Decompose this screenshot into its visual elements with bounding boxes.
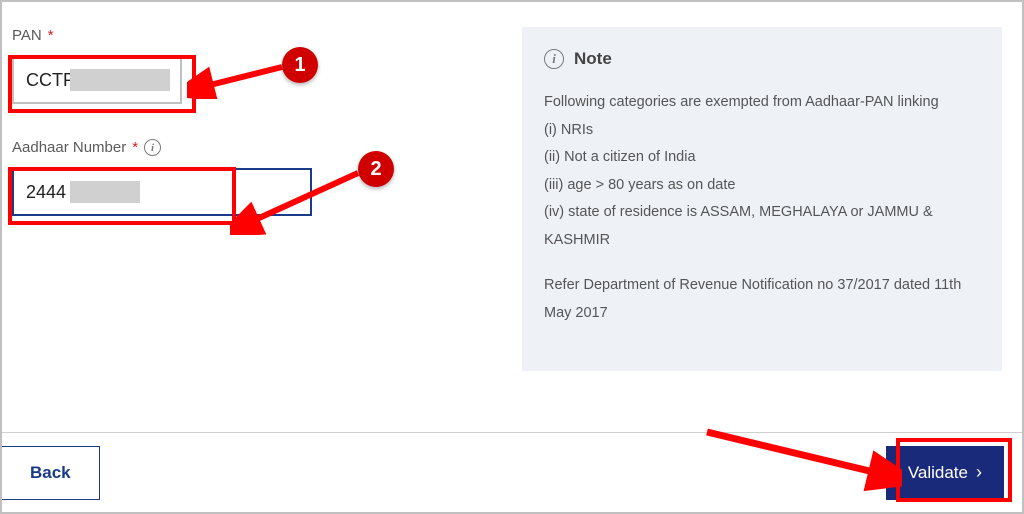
note-item-4: (iv) state of residence is ASSAM, MEGHAL… bbox=[544, 199, 980, 254]
info-icon[interactable]: i bbox=[144, 139, 161, 156]
aadhaar-label-text: Aadhaar Number bbox=[12, 139, 126, 156]
aadhaar-label: Aadhaar Number * i bbox=[12, 139, 492, 156]
info-icon: i bbox=[544, 49, 564, 69]
pan-input[interactable] bbox=[12, 56, 182, 104]
note-item-1: (i) NRIs bbox=[544, 117, 980, 145]
validate-button[interactable]: Validate › bbox=[886, 446, 1004, 500]
note-intro: Following categories are exempted from A… bbox=[544, 89, 980, 117]
callout-2: 2 bbox=[358, 151, 394, 187]
pan-field-group: PAN * bbox=[12, 27, 492, 104]
aadhaar-field-group: Aadhaar Number * i bbox=[12, 139, 492, 216]
note-item-2: (ii) Not a citizen of India bbox=[544, 144, 980, 172]
chevron-right-icon: › bbox=[976, 462, 982, 483]
back-button[interactable]: Back bbox=[2, 446, 100, 500]
callout-1-text: 1 bbox=[294, 54, 305, 77]
pan-label: PAN * bbox=[12, 27, 492, 44]
note-header: i Note bbox=[544, 49, 980, 69]
note-title: Note bbox=[574, 49, 612, 69]
note-item-3: (iii) age > 80 years as on date bbox=[544, 172, 980, 200]
note-footer: Refer Department of Revenue Notification… bbox=[544, 272, 980, 327]
required-asterisk: * bbox=[48, 27, 54, 44]
note-body: Following categories are exempted from A… bbox=[544, 89, 980, 327]
required-asterisk: * bbox=[132, 139, 138, 156]
bottom-bar: Back Validate › bbox=[2, 432, 1022, 512]
callout-1: 1 bbox=[282, 47, 318, 83]
validate-button-label: Validate bbox=[908, 463, 968, 483]
back-button-label: Back bbox=[30, 463, 71, 482]
callout-2-text: 2 bbox=[370, 158, 381, 181]
pan-label-text: PAN bbox=[12, 27, 42, 44]
note-box: i Note Following categories are exempted… bbox=[522, 27, 1002, 371]
aadhaar-input[interactable] bbox=[12, 168, 312, 216]
